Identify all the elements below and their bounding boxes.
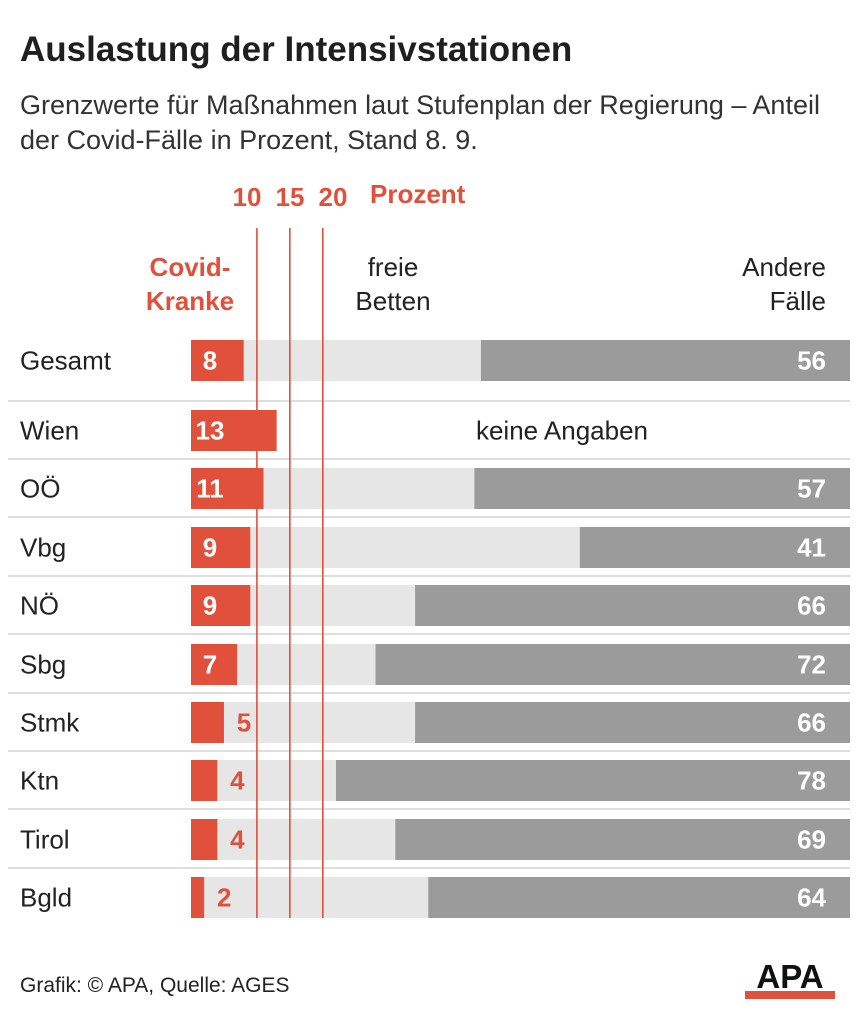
bar-free: [223, 702, 416, 743]
legend-covid-line1: Covid-: [150, 252, 231, 282]
category-label: Gesamt: [20, 346, 112, 376]
bar-other: [375, 644, 850, 685]
value-label-other: 66: [797, 708, 826, 738]
value-label-other: 72: [797, 650, 826, 680]
bar-covid: [191, 644, 238, 685]
threshold-label-10: 10: [233, 182, 262, 212]
value-label-covid: 9: [203, 591, 217, 621]
bar-covid: [191, 527, 251, 568]
value-label-other: 78: [797, 766, 826, 796]
value-label-covid: 11: [196, 474, 224, 504]
bar-covid: [191, 468, 264, 509]
legend-other-line1: Andere: [742, 252, 826, 282]
bar-free: [204, 877, 429, 918]
bar-free: [263, 468, 475, 509]
legend-free-line2: Betten: [355, 286, 430, 316]
threshold-label-20: 20: [319, 182, 348, 212]
bar-other: [415, 702, 850, 743]
bar-other: [480, 340, 850, 381]
category-label: Ktn: [20, 766, 59, 796]
category-label: Tirol: [20, 825, 70, 855]
logo-text: APA: [756, 958, 823, 995]
apa-logo: APA: [745, 958, 835, 999]
value-label-covid: 2: [217, 883, 231, 913]
bar-free: [217, 819, 396, 860]
legend-other-line2: Fälle: [770, 286, 826, 316]
category-label: Sbg: [20, 650, 66, 680]
no-data-label: keine Angaben: [476, 416, 648, 446]
chart-subtitle: Grenzwerte für Maßnahmen laut Stufenplan…: [20, 90, 820, 155]
bar-covid: [191, 340, 244, 381]
threshold-label-15: 15: [276, 182, 305, 212]
bar-other: [579, 527, 850, 568]
value-label-other: 66: [797, 591, 826, 621]
bar-free: [250, 585, 416, 626]
source-credit: Grafik: © APA, Quelle: AGES: [20, 974, 290, 997]
value-label-other: 57: [797, 474, 826, 504]
bar-covid: [191, 760, 218, 801]
value-label-covid: 4: [230, 766, 245, 796]
bar-other: [415, 585, 850, 626]
logo-bar: [745, 991, 835, 999]
category-label: Stmk: [20, 708, 80, 738]
bar-free: [243, 340, 481, 381]
bar-free: [237, 644, 376, 685]
value-label-covid: 7: [203, 650, 217, 680]
value-label-other: 56: [797, 346, 826, 376]
value-label-covid: 4: [230, 825, 245, 855]
value-label-covid: 5: [237, 708, 251, 738]
bar-free: [217, 760, 336, 801]
bar-other: [428, 877, 850, 918]
value-label-covid: 9: [203, 533, 217, 563]
bar-covid: [191, 819, 218, 860]
category-label: Vbg: [20, 533, 66, 563]
bar-covid: [191, 702, 224, 743]
bar-other: [474, 468, 850, 509]
legend-free-line1: freie: [368, 252, 419, 282]
category-label: OÖ: [20, 474, 60, 504]
chart-title: Auslastung der Intensivstationen: [20, 30, 573, 69]
value-label-other: 69: [797, 825, 826, 855]
bar-covid: [191, 877, 205, 918]
category-label: Bgld: [20, 883, 72, 913]
value-label-other: 64: [797, 883, 826, 913]
value-label-other: 41: [797, 533, 826, 563]
bar-free: [250, 527, 580, 568]
bar-covid: [191, 410, 277, 451]
bar-other: [395, 819, 850, 860]
value-label-covid: 13: [196, 416, 225, 446]
value-label-covid: 8: [203, 346, 217, 376]
bar-other: [335, 760, 851, 801]
threshold-unit-label: Prozent: [370, 179, 466, 209]
legend-covid-line2: Kranke: [146, 286, 234, 316]
category-label: NÖ: [20, 591, 59, 621]
category-label: Wien: [20, 416, 79, 446]
bar-covid: [191, 585, 251, 626]
